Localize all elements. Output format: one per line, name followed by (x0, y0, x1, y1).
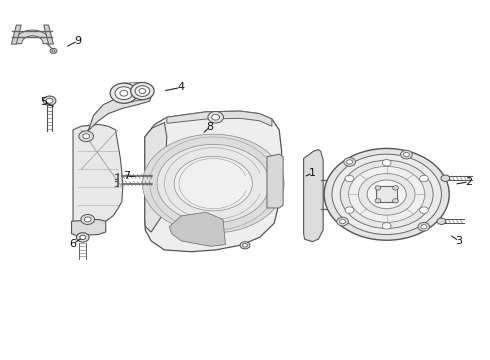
Circle shape (131, 82, 154, 100)
Circle shape (375, 199, 381, 203)
Circle shape (437, 218, 446, 225)
Text: 1: 1 (309, 168, 316, 178)
Polygon shape (157, 144, 270, 223)
Polygon shape (145, 123, 167, 232)
Polygon shape (44, 25, 53, 44)
Polygon shape (72, 220, 106, 235)
Circle shape (208, 112, 223, 123)
Circle shape (392, 199, 398, 203)
Circle shape (332, 154, 441, 234)
Text: 8: 8 (206, 122, 213, 132)
Circle shape (212, 114, 220, 120)
Circle shape (340, 160, 433, 228)
Circle shape (43, 96, 56, 105)
Polygon shape (167, 111, 272, 126)
Circle shape (81, 215, 95, 225)
Circle shape (345, 175, 354, 182)
Circle shape (240, 242, 250, 249)
FancyBboxPatch shape (376, 186, 397, 202)
Circle shape (50, 48, 57, 53)
Circle shape (382, 223, 391, 229)
Text: 7: 7 (123, 171, 130, 181)
Text: 4: 4 (177, 82, 184, 93)
Polygon shape (88, 92, 152, 131)
Polygon shape (143, 134, 284, 233)
Circle shape (348, 166, 425, 222)
Circle shape (421, 225, 427, 229)
Circle shape (441, 175, 450, 181)
Polygon shape (174, 156, 252, 211)
Circle shape (418, 222, 430, 231)
Circle shape (115, 87, 133, 100)
Circle shape (419, 175, 428, 182)
Text: 9: 9 (74, 36, 81, 46)
Polygon shape (73, 125, 123, 232)
Polygon shape (11, 25, 21, 44)
Polygon shape (267, 154, 283, 208)
Circle shape (382, 159, 391, 166)
Circle shape (400, 150, 412, 159)
Circle shape (120, 90, 128, 96)
Circle shape (347, 160, 353, 164)
Text: 6: 6 (70, 239, 76, 249)
Circle shape (337, 217, 348, 226)
Text: 5: 5 (40, 97, 47, 107)
Circle shape (367, 180, 406, 209)
Polygon shape (169, 212, 225, 246)
Text: 3: 3 (456, 236, 463, 246)
Circle shape (52, 50, 55, 52)
Text: 2: 2 (465, 177, 472, 187)
Circle shape (344, 158, 356, 166)
Circle shape (243, 243, 247, 247)
Circle shape (345, 207, 354, 213)
Circle shape (46, 98, 53, 103)
Polygon shape (145, 111, 282, 252)
Circle shape (110, 83, 138, 103)
Circle shape (84, 217, 91, 222)
Polygon shape (304, 149, 323, 242)
Circle shape (340, 219, 345, 224)
Polygon shape (14, 30, 51, 44)
Circle shape (83, 134, 90, 139)
Circle shape (80, 235, 86, 239)
Circle shape (76, 233, 89, 242)
Circle shape (358, 174, 415, 215)
Circle shape (419, 207, 428, 213)
Circle shape (324, 148, 449, 240)
Circle shape (135, 86, 150, 96)
Circle shape (139, 89, 146, 94)
Circle shape (375, 186, 381, 190)
Circle shape (79, 131, 94, 141)
Circle shape (392, 186, 398, 190)
Circle shape (403, 152, 409, 157)
